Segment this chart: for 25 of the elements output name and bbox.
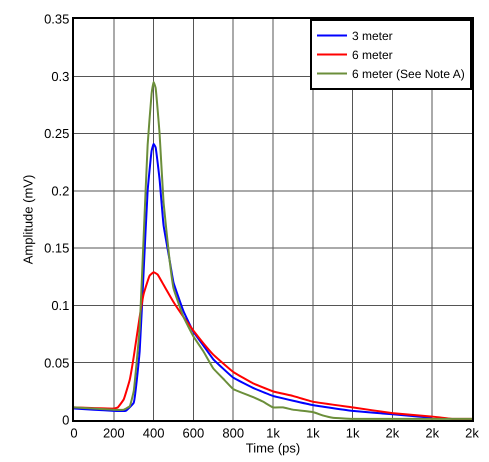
y-axis-title: Amplitude (mV) <box>20 174 36 264</box>
x-tick-label: 800 <box>222 426 244 441</box>
x-tick-label: 2k <box>386 426 400 441</box>
x-tick-label: 200 <box>102 426 125 441</box>
x-tick-label: 1k <box>346 426 360 441</box>
y-tick-label: 0.15 <box>44 240 70 256</box>
legend-label: 3 meter <box>352 29 393 44</box>
line-series <box>74 81 472 420</box>
y-tick-label: 0.2 <box>51 183 70 198</box>
y-tick-label: 0 <box>62 412 70 428</box>
legend-label: 6 meter <box>352 48 393 62</box>
x-tick-label: 1k <box>266 426 280 441</box>
y-tick-label: 0.05 <box>44 355 70 370</box>
x-tick-label: 600 <box>182 426 204 441</box>
y-tick-label: 0.3 <box>51 68 70 84</box>
x-tick-label: 400 <box>142 426 164 441</box>
y-tick-label: 0.25 <box>44 126 70 142</box>
x-tick-label: 1k <box>306 426 320 441</box>
x-axis-title: Time (ps) <box>246 440 300 456</box>
line-series <box>74 142 434 419</box>
x-tick-label: 2k <box>425 426 440 441</box>
legend-label: 6 meter (See Note A) <box>352 67 465 82</box>
y-tick-label: 0.35 <box>44 12 70 27</box>
y-tick-label: 0.1 <box>51 298 70 313</box>
x-tick-label: 2k <box>465 426 480 441</box>
